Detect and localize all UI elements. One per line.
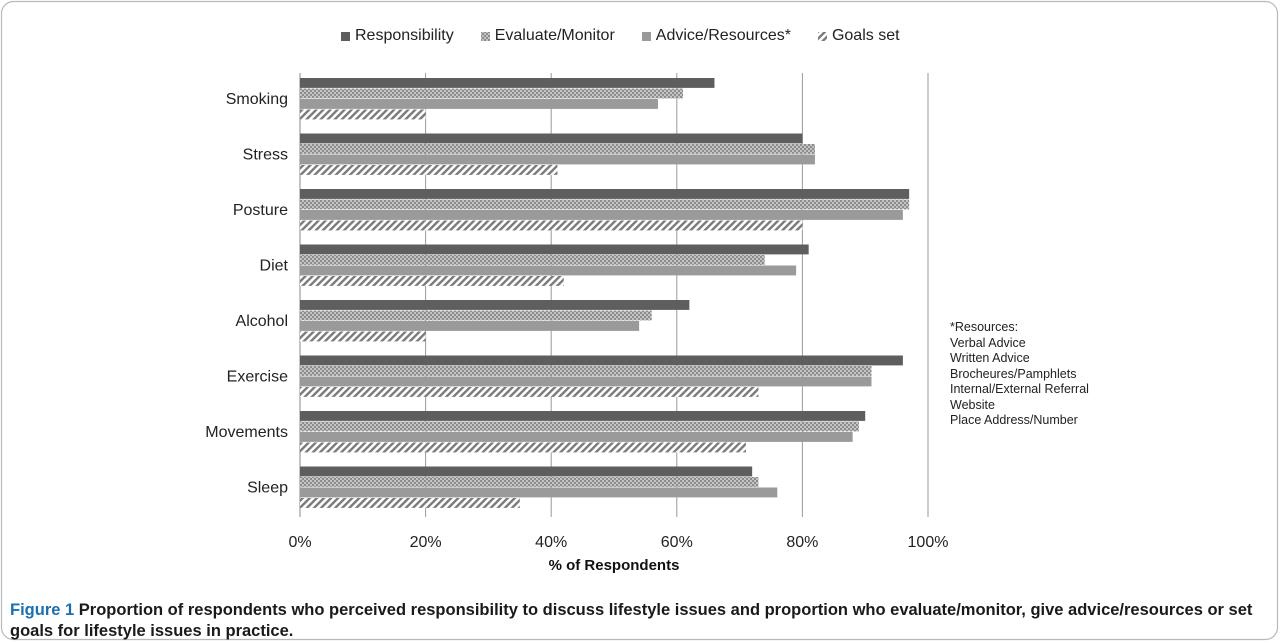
bar-alcohol-advice-resources [300, 321, 640, 331]
category-label: Exercise [227, 369, 288, 386]
x-tick-label: 100% [908, 534, 949, 551]
bar-diet-evaluate-monitor [300, 255, 765, 265]
legend-item: Advice/Resources* [641, 27, 791, 45]
resources-note: *Resources: Verbal Advice Written Advice Br… [950, 320, 1089, 429]
bar-posture-goals-set [300, 220, 803, 231]
bar-smoking-advice-resources [300, 99, 658, 109]
bar-alcohol-goals-set [300, 331, 426, 342]
category-label: Smoking [226, 91, 288, 108]
legend-label: Advice/Resources* [655, 27, 791, 44]
bar-stress-advice-resources [300, 154, 815, 165]
bar-diet-goals-set [300, 276, 564, 286]
category-label: Posture [233, 202, 288, 219]
bar-smoking-goals-set [300, 109, 426, 120]
legend-label: Goals set [831, 27, 900, 44]
x-tick-label: 80% [786, 534, 818, 551]
x-tick-label: 60% [661, 534, 693, 551]
legend-item: Goals set [817, 27, 900, 45]
legend-label: Evaluate/Monitor [494, 27, 615, 44]
bar-sleep-advice-resources [300, 487, 778, 498]
legend-item: Responsibility [340, 27, 454, 45]
bar-exercise-responsibility [300, 355, 903, 366]
legend-label: Responsibility [355, 27, 454, 44]
note-line: Brocheures/Pamphlets [950, 366, 1077, 381]
x-tick-label: 20% [410, 534, 442, 551]
bar-movements-advice-resources [300, 432, 853, 442]
bar-sleep-responsibility [300, 466, 753, 477]
bar-posture-responsibility [300, 189, 910, 199]
note-line: Website [950, 397, 995, 412]
bar-alcohol-evaluate-monitor [300, 310, 652, 321]
bar-diet-responsibility [300, 244, 809, 255]
bar-exercise-advice-resources [300, 376, 872, 387]
bar-sleep-evaluate-monitor [300, 477, 759, 487]
bar-stress-evaluate-monitor [300, 144, 815, 154]
note-line: Written Advice [950, 351, 1030, 365]
bar-smoking-evaluate-monitor [300, 88, 684, 99]
bar-posture-advice-resources [300, 210, 903, 220]
legend-swatch [641, 31, 651, 41]
category-label: Diet [260, 258, 289, 275]
bar-sleep-goals-set [300, 498, 520, 508]
note-line: Internal/External Referral [950, 382, 1089, 396]
category-label: Alcohol [236, 313, 288, 330]
bar-movements-responsibility [300, 411, 866, 421]
x-tick-label: 0% [288, 534, 311, 551]
bar-smoking-responsibility [300, 78, 715, 88]
category-label: Stress [243, 147, 288, 164]
legend-item: Evaluate/Monitor [480, 27, 615, 45]
legend-swatch [341, 31, 350, 41]
figure-caption: Figure 1 Proportion of respondents who p… [10, 600, 1270, 642]
bar-stress-goals-set [300, 165, 558, 175]
note-line: Place Address/Number [950, 413, 1078, 427]
legend: Responsibility Evaluate/Monitor Advice/R… [340, 27, 926, 45]
category-label: Sleep [247, 480, 288, 497]
bar-movements-evaluate-monitor [300, 421, 859, 432]
figure-label: Figure 1 [10, 601, 75, 619]
x-tick-label: 40% [535, 534, 567, 551]
bar-alcohol-responsibility [300, 300, 690, 310]
bar-exercise-goals-set [300, 387, 759, 397]
bar-exercise-evaluate-monitor [300, 366, 872, 376]
bar-posture-evaluate-monitor [300, 199, 910, 210]
note-line: Verbal Advice [950, 335, 1026, 350]
x-axis-title: % of Respondents [549, 557, 680, 574]
legend-swatch [817, 31, 827, 41]
bar-movements-goals-set [300, 442, 746, 453]
bar-stress-responsibility [300, 133, 803, 144]
note-line: *Resources: [950, 320, 1019, 334]
category-label: Movements [205, 424, 288, 441]
legend-swatch [480, 31, 490, 41]
bar-diet-advice-resources [300, 265, 797, 276]
caption-text: Proportion of respondents who perceived … [10, 601, 1253, 640]
